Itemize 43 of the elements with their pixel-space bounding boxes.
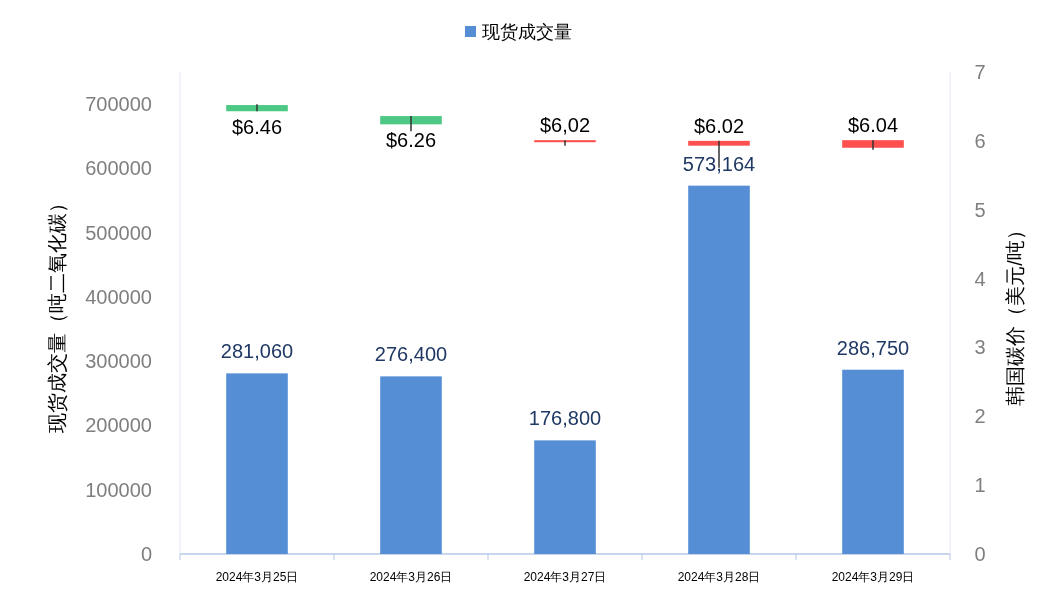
data-label: 573,164 bbox=[682, 152, 756, 175]
y-tick-label: 0 bbox=[140, 543, 152, 565]
y-tick-label: 300000 bbox=[85, 350, 152, 373]
y-tick-label: 100000 bbox=[85, 478, 152, 501]
candlestick bbox=[380, 115, 442, 132]
candlestick bbox=[534, 139, 596, 147]
y2-tick-label: 3 bbox=[974, 336, 986, 359]
text: $6.46 bbox=[231, 116, 283, 139]
y-tick-label: 200000 bbox=[85, 414, 152, 437]
bar bbox=[688, 185, 750, 554]
x-tick-label: 2024年3月25日 bbox=[215, 570, 299, 584]
y2-tick-label: 0 bbox=[974, 543, 986, 565]
text: $6.04 bbox=[847, 114, 899, 137]
data-label: 276,400 bbox=[374, 343, 448, 366]
x-tick-label: 2024年3月28日 bbox=[677, 570, 761, 584]
y2-tick-label: 5 bbox=[974, 198, 986, 221]
candlestick bbox=[842, 139, 904, 151]
x-tick-label: 2024年3月26日 bbox=[369, 570, 453, 584]
y2-tick-label: 4 bbox=[974, 267, 986, 290]
bar bbox=[534, 440, 596, 554]
data-label: 286,750 bbox=[836, 336, 910, 359]
y-axis-title: 现货成交量（吨二氧化碳） bbox=[46, 193, 68, 433]
bar bbox=[380, 376, 442, 554]
legend-label: 现货成交量 bbox=[482, 22, 572, 42]
y2-axis-title: 韩国碳价（美元/吨） bbox=[1004, 220, 1026, 406]
y2-tick-label: 6 bbox=[974, 129, 986, 152]
data-label: 176,800 bbox=[528, 407, 602, 430]
text: $6.26 bbox=[385, 129, 437, 152]
y2-tick-label: 7 bbox=[974, 61, 986, 83]
y-tick-label: 700000 bbox=[85, 93, 152, 116]
bar bbox=[226, 373, 288, 554]
x-tick-label: 2024年3月27日 bbox=[523, 570, 607, 584]
y2-tick-label: 2 bbox=[974, 405, 986, 428]
y-tick-label: 400000 bbox=[85, 285, 152, 308]
bar bbox=[842, 369, 904, 554]
text: $6,02 bbox=[539, 114, 591, 137]
data-label: 281,060 bbox=[220, 340, 294, 363]
text: $6.02 bbox=[693, 114, 745, 137]
y-tick-label: 600000 bbox=[85, 157, 152, 180]
x-tick-label: 2024年3月29日 bbox=[831, 570, 915, 584]
y2-tick-label: 1 bbox=[974, 474, 986, 497]
y-tick-label: 500000 bbox=[85, 221, 152, 244]
candlestick bbox=[226, 103, 288, 112]
